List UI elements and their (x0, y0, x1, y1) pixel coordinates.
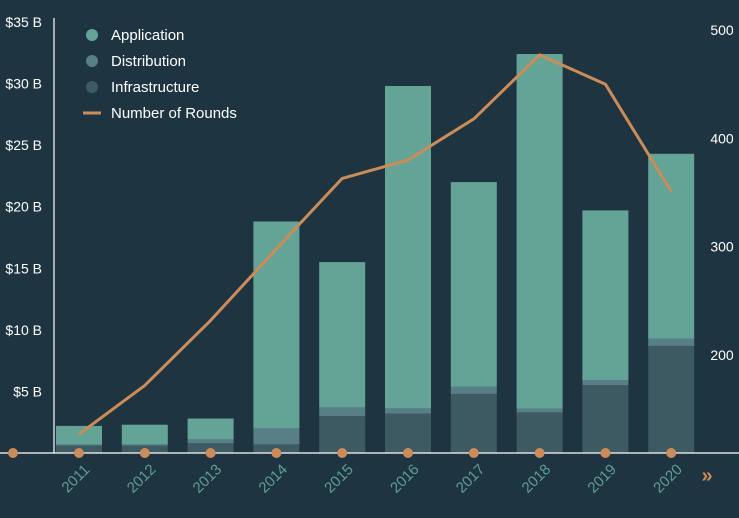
bar-infrastructure-2015 (319, 416, 366, 453)
bar-distribution-2020 (648, 338, 695, 346)
x-tick-label-2011: 2011 (58, 461, 93, 496)
line-layer (78, 53, 673, 436)
bar-application-2017 (450, 182, 497, 387)
bar-distribution-2015 (319, 407, 366, 416)
legend-swatch-distribution (86, 55, 98, 67)
legend-label-number-of-rounds: Number of Rounds (111, 105, 237, 122)
legend-swatch-application (86, 29, 98, 41)
bar-application-2020 (648, 153, 695, 339)
y-tick-label-left: $10 B (5, 322, 42, 338)
legend-label-distribution: Distribution (111, 53, 186, 70)
x-tick-label-2013: 2013 (190, 461, 226, 497)
x-tick-label-2014: 2014 (255, 461, 291, 497)
baseline-marker-2011 (74, 448, 84, 458)
baseline-marker-2018 (534, 448, 545, 458)
bar-infrastructure-2020 (648, 345, 695, 453)
bar-infrastructure-2017 (450, 393, 497, 453)
baseline-marker-2015 (337, 448, 348, 458)
more-arrow-icon[interactable]: » (701, 465, 712, 487)
baseline-marker-2014 (271, 448, 282, 458)
x-tick-label-2019: 2019 (584, 461, 620, 497)
bar-application-2015 (319, 262, 366, 408)
bar-distribution-2017 (450, 386, 497, 394)
y-tick-label-left: $20 B (5, 199, 42, 215)
legend-label-infrastructure: Infrastructure (111, 79, 199, 96)
bar-infrastructure-2016 (385, 413, 431, 453)
baseline-marker (8, 448, 18, 458)
baseline-marker-2020 (666, 448, 677, 458)
y-tick-label-right: 500 (710, 22, 734, 38)
baseline-marker-2013 (205, 448, 216, 458)
bar-distribution-2013 (187, 439, 234, 444)
x-tick-label-2020: 2020 (650, 461, 686, 497)
baseline-marker-2016 (403, 448, 413, 458)
y-tick-label-right: 200 (710, 347, 734, 363)
y-tick-label-left: $30 B (5, 76, 42, 92)
x-tick-label-2012: 2012 (124, 461, 160, 497)
bar-distribution-2014 (253, 428, 300, 445)
x-tick-label-2015: 2015 (321, 461, 357, 497)
bar-infrastructure-2019 (582, 385, 629, 453)
y-tick-label-left: $5 B (13, 383, 42, 399)
y-tick-label-left: $15 B (5, 260, 42, 276)
bars-layer (56, 54, 695, 453)
bar-distribution-2018 (516, 408, 563, 413)
legend: Application Distribution Infrastructure Num… (83, 27, 237, 122)
bar-application-2014 (253, 221, 300, 429)
bar-application-2019 (582, 210, 629, 381)
legend-swatch-infrastructure (86, 81, 98, 93)
baseline-marker-2019 (600, 448, 611, 458)
x-tick-label-2016: 2016 (387, 461, 423, 497)
x-tick-label-2017: 2017 (453, 461, 489, 497)
line-number-of-rounds (78, 53, 673, 436)
bar-distribution-2019 (582, 380, 629, 386)
bar-distribution-2011 (56, 444, 102, 446)
legend-label-application: Application (111, 27, 184, 44)
bar-distribution-2016 (385, 408, 431, 414)
baseline-marker-2012 (139, 448, 150, 458)
y-tick-label-left: $35 B (5, 14, 42, 30)
bar-application-2012 (121, 424, 168, 445)
y-tick-label-right: 400 (710, 130, 734, 146)
bar-application-2016 (385, 86, 431, 409)
bar-application-2018 (516, 54, 563, 409)
x-tick-label-2018: 2018 (519, 461, 555, 497)
bar-application-2011 (56, 425, 102, 445)
baseline-marker-2017 (468, 448, 479, 458)
bar-application-2013 (187, 418, 234, 440)
y-tick-label-right: 300 (710, 239, 734, 255)
y-tick-label-left: $25 B (5, 137, 42, 153)
bar-distribution-2012 (121, 444, 168, 446)
bar-infrastructure-2018 (516, 412, 563, 453)
